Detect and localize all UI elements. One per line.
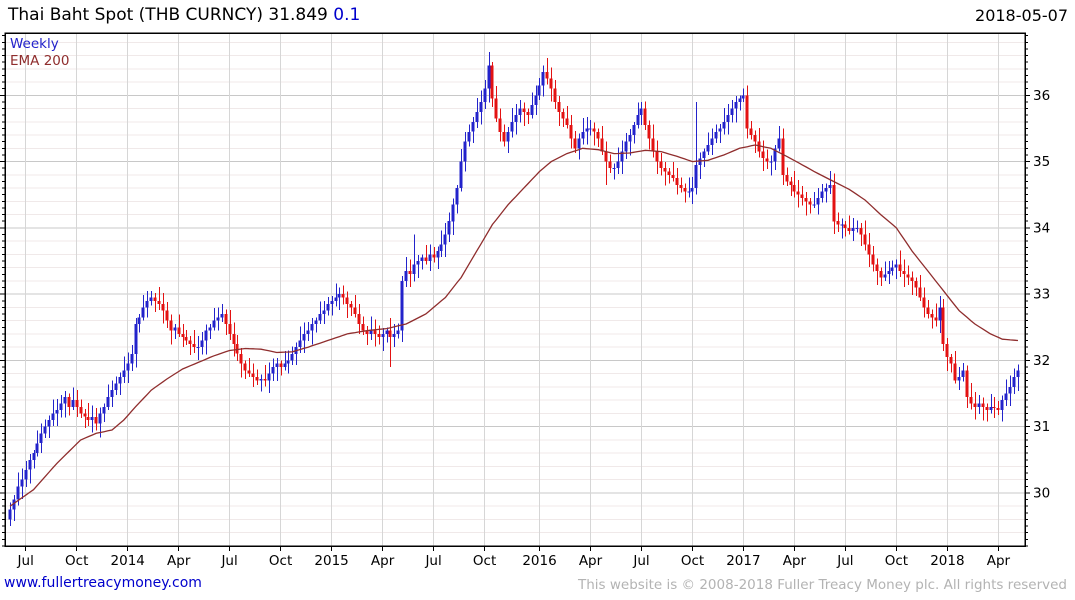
chart-date: 2018-05-07 (975, 6, 1068, 25)
svg-text:36: 36 (1033, 88, 1050, 104)
legend-timeframe: Weekly (10, 36, 59, 52)
svg-text:32: 32 (1033, 353, 1050, 369)
legend-ema-200: EMA 200 (10, 53, 70, 69)
svg-text:2014: 2014 (111, 553, 145, 569)
svg-text:Jul: Jul (424, 553, 441, 569)
svg-text:31: 31 (1033, 419, 1050, 435)
svg-text:35: 35 (1033, 154, 1050, 170)
svg-text:33: 33 (1033, 287, 1050, 303)
page-title: Thai Baht Spot (THB CURNCY) 31.849 0.1 (8, 5, 360, 25)
instrument-title: Thai Baht Spot (THB CURNCY) 31.849 (8, 5, 334, 25)
svg-text:Apr: Apr (783, 553, 807, 569)
svg-text:Jul: Jul (17, 553, 34, 569)
svg-text:2017: 2017 (726, 553, 760, 569)
svg-text:2018: 2018 (930, 553, 964, 569)
svg-text:Oct: Oct (681, 553, 704, 569)
svg-text:Oct: Oct (473, 553, 496, 569)
svg-text:Jul: Jul (220, 553, 237, 569)
website-link[interactable]: www.fullertreacymoney.com (4, 575, 202, 591)
gridlines-layer (5, 33, 1025, 546)
price-change: 0.1 (333, 5, 361, 25)
svg-text:Jul: Jul (836, 553, 853, 569)
y-axis-labels: 30 31 32 33 34 35 36 (1033, 88, 1050, 502)
chart-legend: Weekly EMA 200 (10, 36, 69, 70)
chart-header: Thai Baht Spot (THB CURNCY) 31.849 0.1 2… (0, 0, 1075, 30)
svg-text:Apr: Apr (579, 553, 603, 569)
svg-text:34: 34 (1033, 220, 1050, 236)
svg-text:30: 30 (1033, 486, 1050, 502)
x-axis-labels: Jul Oct 2014 Apr Jul Oct 2015 Apr Jul Oct 2016 Apr J… (17, 553, 1011, 569)
svg-text:Jul: Jul (632, 553, 649, 569)
svg-text:Oct: Oct (65, 553, 88, 569)
plot-border (4, 32, 1026, 547)
svg-text:Apr: Apr (167, 553, 191, 569)
svg-text:2016: 2016 (522, 553, 556, 569)
copyright-text: This website is © 2008-2018 Fuller Treac… (578, 577, 1067, 593)
axes-layer (0, 32, 1030, 551)
svg-text:Apr: Apr (987, 553, 1011, 569)
svg-text:Oct: Oct (885, 553, 908, 569)
svg-text:Apr: Apr (371, 553, 395, 569)
ema-line (9, 144, 1019, 507)
candles-layer (8, 52, 1020, 527)
svg-text:Oct: Oct (269, 553, 292, 569)
svg-text:2015: 2015 (314, 553, 348, 569)
